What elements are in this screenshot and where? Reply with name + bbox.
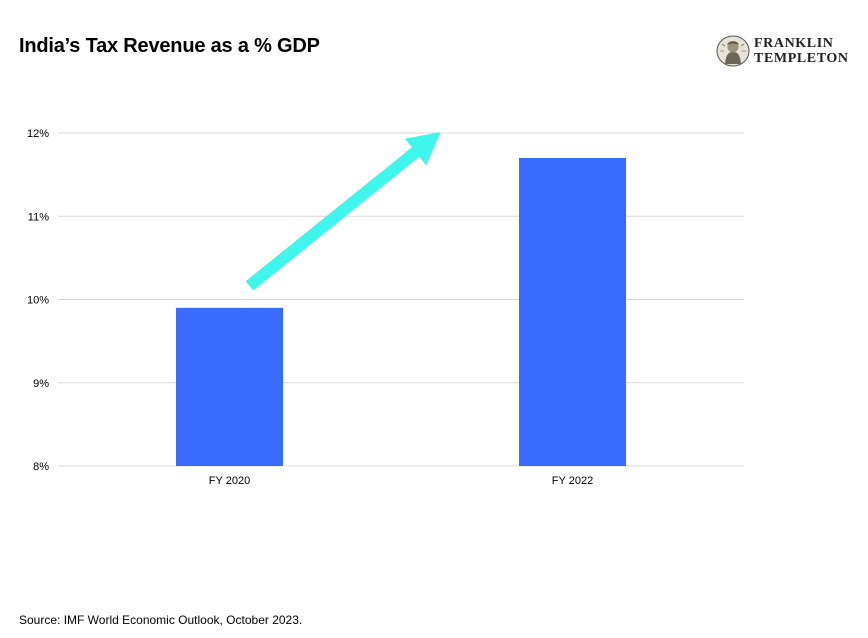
franklin-templeton-logo: FRANKLIN TEMPLETON (716, 34, 862, 68)
y-tick-label: 11% (28, 211, 49, 223)
gridlines (58, 132, 744, 467)
y-tick-label: 8% (33, 461, 49, 473)
x-tick-label: FY 2020 (209, 475, 250, 487)
y-axis-ticks: 8% 9% 10% 11% 12% (27, 128, 49, 473)
bar (519, 157, 626, 466)
logo-line-1: FRANKLIN (754, 36, 834, 51)
x-tick-label: FY 2022 (552, 475, 593, 487)
bar (176, 307, 283, 466)
source-note: Source: IMF World Economic Outlook, Octo… (19, 613, 303, 627)
logo-line-2: TEMPLETON (754, 51, 849, 66)
chart-title: India’s Tax Revenue as a % GDP (19, 35, 320, 57)
annotations (245, 132, 441, 291)
trend-arrow-icon (245, 132, 441, 291)
y-tick-label: 9% (33, 378, 49, 390)
bar-chart: 8% 9% 10% 11% 12% FY 2020 FY 2022 (27, 128, 744, 487)
bars (176, 157, 626, 466)
y-tick-label: 10% (27, 295, 49, 307)
franklin-portrait-icon (716, 35, 750, 67)
y-tick-label: 12% (27, 128, 49, 140)
x-axis-ticks: FY 2020 FY 2022 (209, 475, 593, 487)
